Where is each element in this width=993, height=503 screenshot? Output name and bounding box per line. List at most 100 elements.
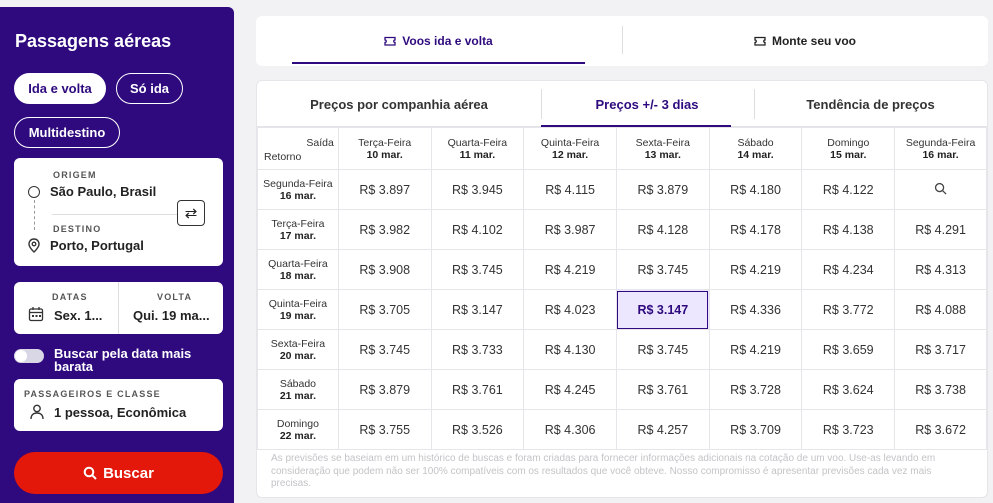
column-day: Domingo <box>827 136 870 149</box>
price-cell[interactable]: R$ 4.102 <box>430 209 525 250</box>
price-cell[interactable]: R$ 3.908 <box>337 249 432 290</box>
price-cell[interactable]: R$ 3.987 <box>523 209 617 250</box>
dates-card: DATAS Sex. 1... VOLTA Qui. 19 ma... <box>14 282 223 334</box>
price-cell[interactable]: R$ 4.178 <box>708 209 803 250</box>
row-date: 16 mar. <box>279 189 317 202</box>
ticket-icon <box>754 36 766 46</box>
price-cell[interactable]: R$ 4.115 <box>523 169 617 210</box>
cheapest-date-label: Buscar pela data mais barata <box>54 346 192 374</box>
return-date-field[interactable]: VOLTA Qui. 19 ma... <box>118 282 223 334</box>
row-date: 20 mar. <box>279 349 317 362</box>
return-date-value: Qui. 19 ma... <box>133 308 210 323</box>
price-cell[interactable]: R$ 4.219 <box>708 329 803 370</box>
price-cell[interactable]: R$ 3.745 <box>615 329 710 370</box>
price-cell[interactable]: R$ 4.122 <box>801 169 896 210</box>
price-cell[interactable]: R$ 4.023 <box>523 289 617 330</box>
price-cell[interactable]: R$ 3.761 <box>430 369 525 410</box>
cheapest-date-toggle[interactable] <box>14 349 44 363</box>
price-cell[interactable]: R$ 3.897 <box>337 169 432 210</box>
departure-date-header: Segunda-Feira 16 mar. <box>894 127 987 170</box>
price-cell[interactable]: R$ 3.982 <box>337 209 432 250</box>
price-cell[interactable]: R$ 3.772 <box>801 289 896 330</box>
price-cell[interactable]: R$ 4.130 <box>523 329 617 370</box>
price-cell[interactable]: R$ 4.245 <box>523 369 617 410</box>
table-row: Sexta-Feira 20 mar. R$ 3.745 R$ 3.733 R$ 4.1… <box>257 329 987 370</box>
tab-build-your-flight-label: Monte seu voo <box>771 34 856 48</box>
table-row: Quinta-Feira 19 mar. R$ 3.705 R$ 3.147 R$ 4.… <box>257 289 987 330</box>
trip-type-one-way[interactable]: Só ida <box>116 73 183 104</box>
price-view-tabs: Preços por companhia aérea Preços +/- 3 … <box>257 81 987 127</box>
price-cell[interactable]: R$ 3.526 <box>430 409 525 450</box>
price-cell[interactable]: R$ 3.733 <box>430 329 525 370</box>
price-cell[interactable]: R$ 3.761 <box>615 369 710 410</box>
tab-prices-3-days[interactable]: Preços +/- 3 dias <box>595 96 699 112</box>
price-cell[interactable]: R$ 3.659 <box>801 329 896 370</box>
passengers-field[interactable]: PASSAGEIROS E CLASSE 1 pessoa, Econômica <box>14 379 223 431</box>
price-cell[interactable]: R$ 3.147 <box>430 289 525 330</box>
price-cell[interactable]: R$ 4.257 <box>615 409 710 450</box>
departure-date-header: Quarta-Feira 11 mar. <box>430 127 525 170</box>
trip-type-multi-city[interactable]: Multidestino <box>14 117 120 148</box>
price-cell[interactable]: R$ 4.306 <box>523 409 617 450</box>
price-cell[interactable]: R$ 4.088 <box>894 289 987 330</box>
price-cell[interactable]: R$ 4.291 <box>894 209 987 250</box>
search-date-cell[interactable] <box>894 169 987 210</box>
search-button-label: Buscar <box>103 464 154 482</box>
departure-date-field[interactable]: DATAS Sex. 1... <box>14 282 118 334</box>
departure-date-header: Sexta-Feira 13 mar. <box>615 127 710 170</box>
price-cell[interactable]: R$ 3.745 <box>337 329 432 370</box>
price-cell[interactable]: R$ 4.128 <box>615 209 710 250</box>
price-cell[interactable]: R$ 3.672 <box>894 409 987 450</box>
price-cell[interactable]: R$ 4.234 <box>801 249 896 290</box>
tab-price-trend[interactable]: Tendência de preços <box>806 96 935 112</box>
departure-date-header: Quinta-Feira 12 mar. <box>523 127 617 170</box>
destination-field[interactable]: Porto, Portugal <box>28 238 144 253</box>
disclaimer-text: As previsões se baseiam em um histórico … <box>271 453 936 489</box>
search-button[interactable]: Buscar <box>14 452 223 494</box>
price-cell[interactable]: R$ 3.709 <box>708 409 803 450</box>
departure-date-header: Sábado 14 mar. <box>708 127 803 170</box>
price-cell[interactable]: R$ 3.755 <box>337 409 432 450</box>
row-date: 21 mar. <box>279 389 317 402</box>
price-cell[interactable]: R$ 3.717 <box>894 329 987 370</box>
price-cell[interactable]: R$ 3.745 <box>430 249 525 290</box>
origin-label: ORIGEM <box>53 170 97 180</box>
destination-label: DESTINO <box>53 224 102 234</box>
tab-prices-by-airline[interactable]: Preços por companhia aérea <box>310 96 488 112</box>
origin-field[interactable]: São Paulo, Brasil <box>28 184 156 199</box>
price-cell[interactable]: R$ 3.738 <box>894 369 987 410</box>
route-divider <box>52 214 193 215</box>
price-cell[interactable]: R$ 4.313 <box>894 249 987 290</box>
price-cell[interactable]: R$ 3.745 <box>615 249 710 290</box>
price-cell[interactable]: R$ 4.138 <box>801 209 896 250</box>
price-panel: Preços por companhia aérea Preços +/- 3 … <box>256 80 988 498</box>
grid-corner: Saída Retorno <box>257 127 339 170</box>
price-cell[interactable]: R$ 3.723 <box>801 409 896 450</box>
price-cell[interactable]: R$ 4.336 <box>708 289 803 330</box>
dates-label: DATAS <box>52 292 88 302</box>
row-date: 19 mar. <box>279 309 317 322</box>
top-tab-divider <box>622 26 623 54</box>
departure-date-value: Sex. 1... <box>54 308 103 323</box>
price-cell[interactable]: R$ 4.219 <box>708 249 803 290</box>
price-cell[interactable]: R$ 3.945 <box>430 169 525 210</box>
price-cell[interactable]: R$ 3.728 <box>708 369 803 410</box>
return-axis-label: Retorno <box>264 150 302 163</box>
column-date: 14 mar. <box>737 148 774 161</box>
tab-round-trip-flights[interactable]: Voos ida e volta <box>292 16 585 66</box>
price-cell[interactable]: R$ 4.180 <box>708 169 803 210</box>
trip-type-round-trip[interactable]: Ida e volta <box>14 73 106 104</box>
price-cell[interactable]: R$ 3.879 <box>615 169 710 210</box>
price-cell[interactable]: R$ 3.705 <box>337 289 432 330</box>
return-date-header: Sábado 21 mar. <box>257 369 339 410</box>
price-cell[interactable]: R$ 3.879 <box>337 369 432 410</box>
price-cell[interactable]: R$ 3.147 <box>615 289 710 330</box>
tab-build-your-flight[interactable]: Monte seu voo <box>622 16 988 66</box>
departure-date-header: Domingo 15 mar. <box>801 127 896 170</box>
swap-route-button[interactable]: ⇄ <box>177 200 205 226</box>
price-cell[interactable]: R$ 4.219 <box>523 249 617 290</box>
tab-round-trip-label: Voos ida e volta <box>402 34 493 48</box>
price-cell[interactable]: R$ 3.624 <box>801 369 896 410</box>
column-date: 16 mar. <box>922 148 959 161</box>
row-date: 17 mar. <box>279 229 317 242</box>
